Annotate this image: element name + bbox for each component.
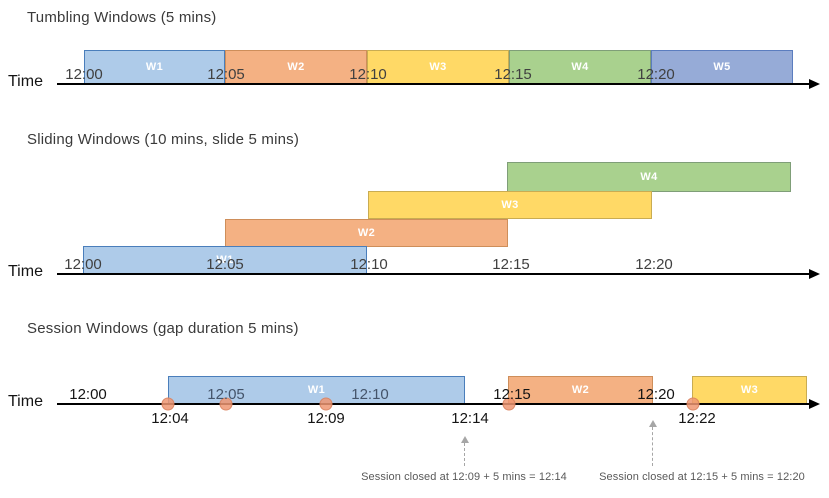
session-tick-label: 12:10: [351, 386, 389, 403]
window-label-w3: W3: [501, 199, 519, 211]
session-time-axis-label: Time: [8, 393, 43, 410]
tumbling-window-w1: W1: [84, 50, 225, 84]
event-time-label: 12:22: [678, 410, 716, 427]
sliding-window-w3: W3: [368, 191, 652, 219]
tumbling-tick-label: 12:05: [207, 66, 245, 83]
session-tick-label: 12:20: [637, 386, 675, 403]
session-close-annotation: Session closed at 12:15 + 5 mins = 12:20: [599, 471, 805, 483]
event-time-label: 12:09: [307, 410, 345, 427]
sliding-tick-label: 12:05: [206, 256, 244, 273]
tumbling-time-axis-label: Time: [8, 73, 43, 90]
window-label-w4: W4: [571, 61, 589, 73]
event-dot: [161, 397, 175, 411]
session-tick-label: 12:15: [493, 386, 531, 403]
sliding-time-axis: [57, 273, 809, 275]
session-tick-label: 12:00: [69, 386, 107, 403]
session-tick-label: 12:05: [207, 386, 245, 403]
session-window-w3: W3: [692, 376, 807, 404]
tumbling-tick-label: 12:10: [349, 66, 387, 83]
tumbling-window-w3: W3: [367, 50, 509, 84]
tumbling-section-title: Tumbling Windows (5 mins): [27, 9, 217, 26]
session-close-arrow-icon: [649, 420, 657, 466]
window-label-w1: W1: [216, 254, 234, 266]
session-time-axis: [57, 403, 809, 405]
sliding-tick-label: 12:00: [64, 256, 102, 273]
session-close-arrow-icon: [461, 436, 469, 466]
window-label-w4: W4: [640, 171, 658, 183]
session-time-axis-arrowhead-icon: [809, 399, 820, 409]
window-label-w5: W5: [713, 61, 731, 73]
sliding-tick-label: 12:15: [492, 256, 530, 273]
window-label-w1: W1: [145, 61, 164, 73]
sliding-window-w2: W2: [225, 219, 508, 247]
tumbling-tick-label: 12:00: [65, 66, 103, 83]
sliding-time-axis-arrowhead-icon: [809, 269, 820, 279]
window-label-w2: W2: [357, 227, 376, 239]
sliding-tick-label: 12:10: [350, 256, 388, 273]
window-label-w2: W2: [571, 384, 590, 396]
session-window-w2: W2: [508, 376, 653, 404]
window-label-w3: W3: [740, 384, 759, 396]
sliding-window-w1: W1: [83, 246, 367, 274]
tumbling-time-axis: [57, 83, 809, 85]
event-dot: [319, 397, 333, 411]
window-label-w1: W1: [307, 384, 326, 396]
tumbling-window-w2: W2: [225, 50, 367, 84]
session-section-title: Session Windows (gap duration 5 mins): [27, 320, 299, 337]
sliding-time-axis-label: Time: [8, 263, 43, 280]
event-dot: [686, 397, 700, 411]
session-close-annotation: Session closed at 12:09 + 5 mins = 12:14: [361, 471, 567, 483]
tumbling-tick-label: 12:15: [494, 66, 532, 83]
sliding-window-w4: W4: [507, 162, 791, 192]
event-dot: [219, 397, 233, 411]
event-dot: [502, 397, 516, 411]
tumbling-time-axis-arrowhead-icon: [809, 79, 820, 89]
sliding-section-title: Sliding Windows (10 mins, slide 5 mins): [27, 131, 300, 148]
window-label-w2: W2: [287, 61, 305, 73]
event-time-label: 12:04: [151, 410, 189, 427]
window-label-w3: W3: [429, 61, 447, 73]
tumbling-window-w4: W4: [509, 50, 651, 84]
sliding-tick-label: 12:20: [635, 256, 673, 273]
tumbling-tick-label: 12:20: [637, 66, 675, 83]
event-time-label: 12:14: [451, 410, 489, 427]
